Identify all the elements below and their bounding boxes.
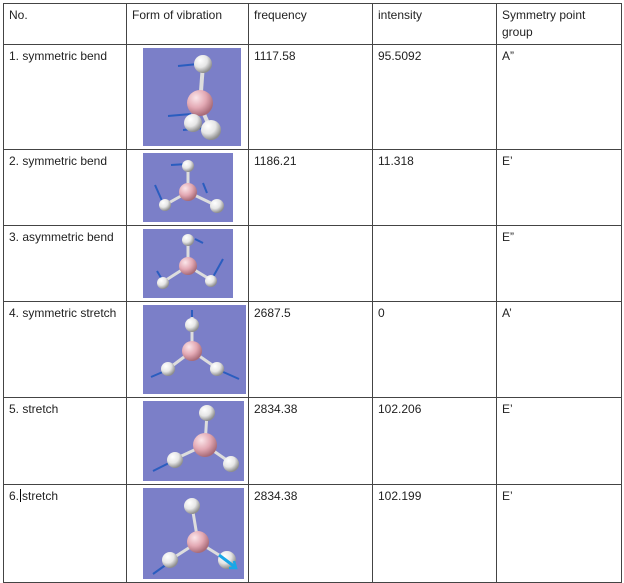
intensity-value (372, 225, 497, 302)
molecule-mode-4-image (143, 305, 246, 394)
vibration-image-cell (126, 301, 249, 398)
vibration-image-cell (126, 44, 249, 150)
mode-name: 6. stretch (3, 484, 127, 583)
molecule-mode-6-image (143, 488, 244, 579)
header-intensity: intensity (372, 3, 497, 45)
symmetry-value: E’ (496, 397, 622, 485)
table-row: 3. asymmetric bend E” (3, 225, 622, 302)
table-row: 6. stretch 2834.38 102.199 E’ (3, 484, 622, 583)
molecule-mode-2-image (143, 153, 233, 222)
symmetry-value: A’ (496, 301, 622, 398)
symmetry-value: E” (496, 225, 622, 302)
text-cursor (20, 489, 22, 502)
intensity-value: 95.5092 (372, 44, 497, 150)
intensity-value: 102.206 (372, 397, 497, 485)
intensity-value: 11.318 (372, 149, 497, 226)
frequency-value: 1186.21 (248, 149, 373, 226)
frequency-value (248, 225, 373, 302)
vibration-table: No. Form of vibration frequency intensit… (3, 3, 622, 583)
header-symmetry: Symmetry point group (496, 3, 622, 45)
mode-name: 1. symmetric bend (3, 44, 127, 150)
symmetry-value: A” (496, 44, 622, 150)
header-frequency: frequency (248, 3, 373, 45)
molecule-mode-3-image (143, 229, 233, 298)
table-row: 1. symmetric bend 1117.58 95.5092 A” (3, 44, 622, 150)
table-row: 5. stretch 2834.38 102.206 E’ (3, 397, 622, 485)
header-no: No. (3, 3, 127, 45)
mode-name: 5. stretch (3, 397, 127, 485)
symmetry-value: E’ (496, 484, 622, 583)
mode-name: 4. symmetric stretch (3, 301, 127, 398)
molecule-mode-1-image (143, 48, 241, 146)
mode-label: stretch (22, 489, 59, 503)
symmetry-value: E’ (496, 149, 622, 226)
intensity-value: 0 (372, 301, 497, 398)
frequency-value: 1117.58 (248, 44, 373, 150)
header-form-of-vibration: Form of vibration (126, 3, 249, 45)
header-row: No. Form of vibration frequency intensit… (3, 3, 622, 45)
mode-number: 6. (9, 489, 20, 503)
molecule-mode-5-image (143, 401, 244, 481)
vibration-image-cell (126, 225, 249, 302)
mode-name: 3. asymmetric bend (3, 225, 127, 302)
frequency-value: 2834.38 (248, 484, 373, 583)
frequency-value: 2834.38 (248, 397, 373, 485)
frequency-value: 2687.5 (248, 301, 373, 398)
vibration-image-cell (126, 397, 249, 485)
intensity-value: 102.199 (372, 484, 497, 583)
table-row: 4. symmetric stretch 2687.5 0 A’ (3, 301, 622, 398)
mode-name: 2. symmetric bend (3, 149, 127, 226)
vibration-image-cell (126, 484, 249, 583)
vibration-image-cell (126, 149, 249, 226)
table-row: 2. symmetric bend 1186.21 11.318 E’ (3, 149, 622, 226)
